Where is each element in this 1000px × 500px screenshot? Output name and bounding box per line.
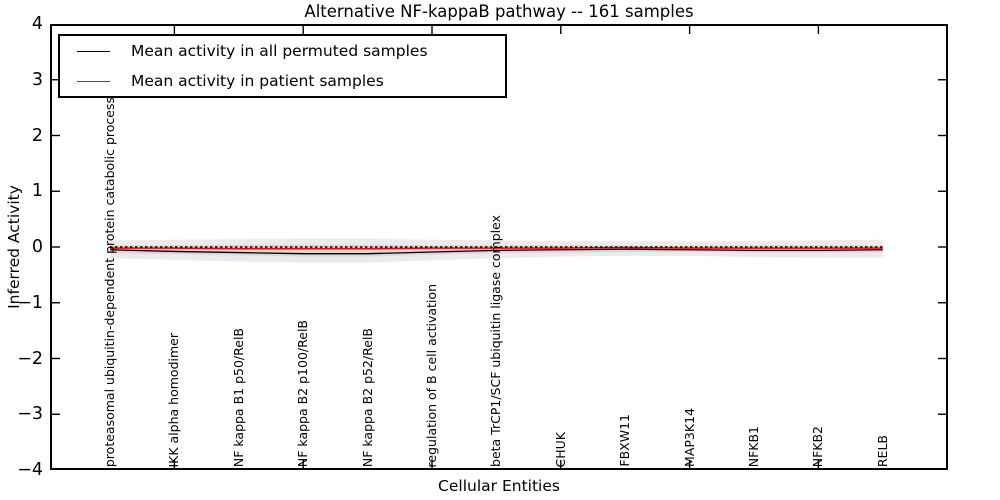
y-tick-label: 0 bbox=[31, 237, 43, 257]
x-tick-label: RELB bbox=[874, 434, 890, 467]
x-tick-label: NF kappa B2 p52/RelB bbox=[359, 327, 375, 467]
y-tick-label: −2 bbox=[17, 348, 43, 369]
x-tick-label: NFKB2 bbox=[810, 425, 826, 467]
x-axis-label: Cellular Entities bbox=[438, 477, 560, 495]
x-tick-label: NFKB1 bbox=[746, 425, 761, 467]
axes-frame bbox=[50, 24, 948, 470]
x-tick-label: beta TrCP1/SCF ubiquitin ligase complex bbox=[488, 215, 504, 467]
legend-line-red bbox=[77, 80, 110, 82]
y-tick-label: 1 bbox=[31, 181, 43, 202]
y-tick-label: −1 bbox=[17, 292, 43, 313]
x-tick-label: CHUK bbox=[552, 431, 568, 467]
x-tick-label: regulation of B cell activation bbox=[424, 283, 439, 467]
y-tick-label: −3 bbox=[17, 404, 43, 425]
legend-entry-permuted: Mean activity in all permuted samples bbox=[60, 36, 505, 66]
y-tick-label: 4 bbox=[31, 14, 43, 34]
legend-box: Mean activity in all permuted samples Me… bbox=[58, 34, 507, 98]
series-line-1 bbox=[110, 246, 883, 250]
legend-label: Mean activity in all permuted samples bbox=[131, 42, 428, 60]
x-tick-label: NF kappa B1 p50/RelB bbox=[230, 327, 246, 467]
x-tick-label: MAP3K14 bbox=[681, 408, 697, 467]
x-tick-label: FBXW11 bbox=[617, 414, 633, 467]
y-tick-label: 3 bbox=[31, 69, 43, 90]
chart-title: Alternative NF-kappaB pathway -- 161 sam… bbox=[304, 2, 694, 21]
y-tick-label: 2 bbox=[31, 125, 43, 146]
plot-area: proteasomal ubiquitin-dependent protein … bbox=[50, 24, 948, 470]
legend-label: Mean activity in patient samples bbox=[131, 72, 384, 90]
y-tick-label: −4 bbox=[17, 460, 43, 480]
x-tick-label: IKK alpha homodimer bbox=[166, 332, 182, 468]
legend-entry-patient: Mean activity in patient samples bbox=[60, 66, 505, 96]
series-line-0 bbox=[109, 248, 883, 255]
x-tick-label: proteasomal ubiquitin-dependent protein … bbox=[102, 96, 117, 467]
chart-canvas bbox=[50, 24, 948, 470]
x-tick-label: NF kappa B2 p100/RelB bbox=[295, 319, 311, 467]
legend-line-black bbox=[77, 50, 110, 52]
